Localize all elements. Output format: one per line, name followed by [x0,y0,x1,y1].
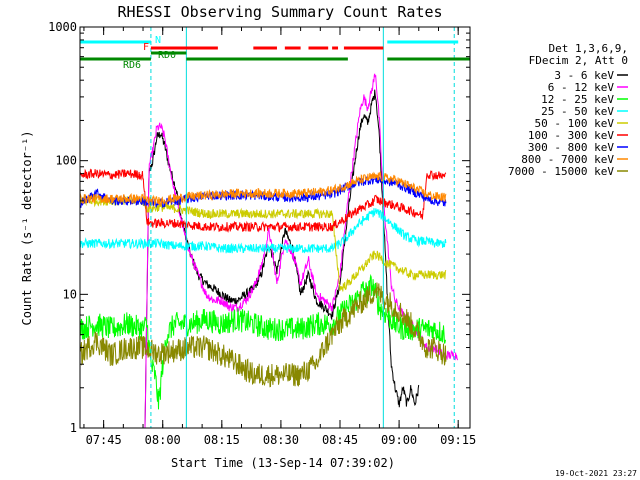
chart-title: RHESSI Observing Summary Count Rates [117,3,442,21]
y-tick-label-0: 1 [70,421,77,435]
series-line-2 [80,273,446,410]
time-marker-layer [150,27,455,428]
series-line-5 [80,168,447,233]
y-tick-label-3: 1000 [48,20,77,34]
state-label-n: N [155,35,161,46]
x-tick-label-2: 08:15 [204,433,240,447]
y-tick-label-2: 100 [55,154,77,168]
x-tick-label-1: 08:00 [145,433,181,447]
legend-label-4: 50 - 100 keV [535,117,615,130]
legend-label-1: 6 - 12 keV [548,81,615,94]
legend-label-6: 300 - 800 keV [528,141,614,154]
legend-label-3: 25 - 50 keV [541,105,614,118]
legend-label-0: 3 - 6 keV [554,69,614,82]
legend-label-5: 100 - 300 keV [528,129,614,142]
x-tick-label-6: 09:15 [440,433,476,447]
state-label-rd0: RD0 [158,50,176,61]
state-label-rd6: RD6 [123,60,141,71]
legend-label-8: 7000 - 15000 keV [508,165,614,178]
series-line-8 [80,282,447,388]
legend-label-7: 800 - 7000 keV [521,153,614,166]
series-line-3 [80,208,447,254]
series-layer [80,73,459,428]
legend-label-2: 12 - 25 keV [541,93,614,106]
state-bar-layer: NF RD0 RD6 [80,35,470,71]
x-axis-title: Start Time (13-Sep-14 07:39:02) [171,456,395,470]
axis-layer: 1 10 100 1000 07:45 08:00 08:15 08:30 08:45 09:00… [48,20,476,447]
y-axis-title: Count Rate (s⁻¹ detector⁻¹) [20,130,34,325]
x-tick-label-0: 07:45 [86,433,122,447]
generation-timestamp: 19-Oct-2021 23:27 [555,469,637,478]
x-tick-label-3: 08:30 [263,433,299,447]
legend-header-1: FDecim 2, Att 0 [529,54,628,67]
y-tick-label-1: 10 [63,287,77,301]
legend-header-0: Det 1,3,6,9, [549,42,628,55]
x-tick-label-4: 08:45 [322,433,358,447]
x-tick-label-5: 09:00 [381,433,417,447]
plot-frame [79,26,471,429]
state-label-f: F [143,42,149,53]
series-line-7 [80,171,447,207]
